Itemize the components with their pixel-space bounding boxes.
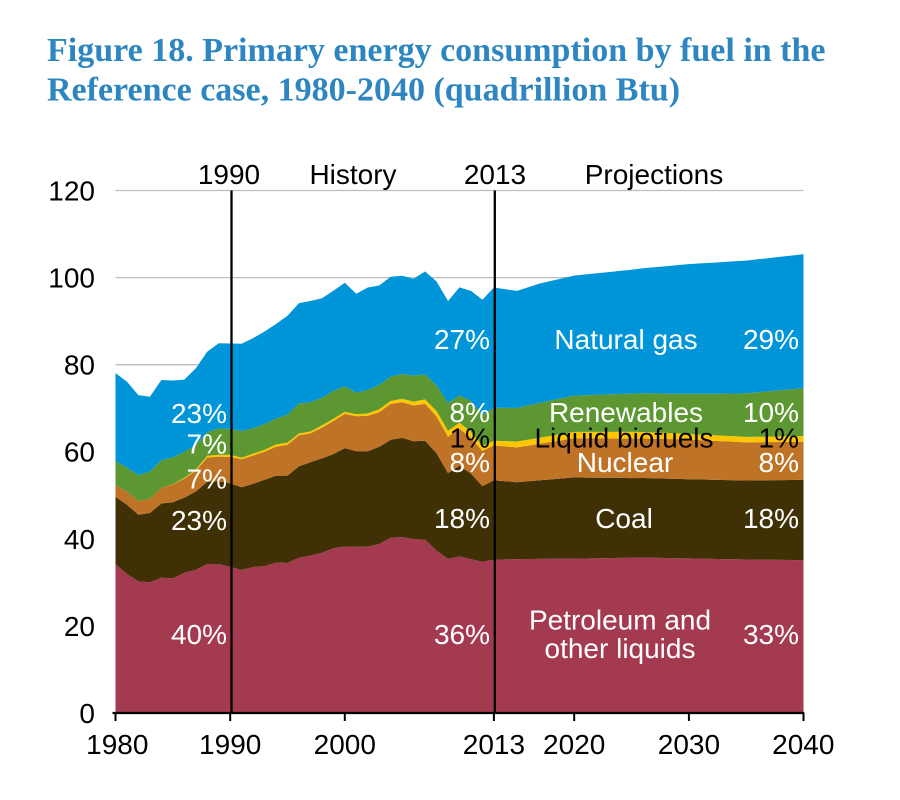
svg-text:20: 20 [64,611,95,642]
svg-text:History: History [309,159,396,190]
svg-text:1990: 1990 [198,159,260,190]
svg-text:7%: 7% [187,464,227,495]
svg-text:1%: 1% [759,423,799,454]
svg-text:other liquids: other liquids [545,633,696,664]
svg-text:7%: 7% [187,429,227,460]
svg-text:18%: 18% [434,503,490,534]
svg-text:120: 120 [48,176,95,207]
svg-text:2040: 2040 [772,729,834,760]
svg-text:80: 80 [64,350,95,381]
svg-text:2030: 2030 [658,729,720,760]
svg-text:Reference case, 1980-2040 (qua: Reference case, 1980-2040 (quadrillion B… [47,72,680,109]
svg-text:33%: 33% [743,619,799,650]
svg-text:Natural gas: Natural gas [554,324,697,355]
svg-text:100: 100 [48,263,95,294]
svg-text:23%: 23% [171,505,227,536]
svg-text:40%: 40% [171,619,227,650]
svg-text:2013: 2013 [464,159,526,190]
svg-text:36%: 36% [434,619,490,650]
svg-text:2000: 2000 [314,729,376,760]
svg-text:1%: 1% [450,423,490,454]
svg-text:1980: 1980 [86,729,148,760]
svg-text:40: 40 [64,524,95,555]
svg-text:60: 60 [64,437,95,468]
svg-text:Figure 18. Primary energy cons: Figure 18. Primary energy consumption by… [47,32,826,69]
svg-text:Petroleum and: Petroleum and [529,605,711,636]
svg-text:2013: 2013 [463,729,525,760]
svg-text:Coal: Coal [595,503,653,534]
svg-text:0: 0 [79,698,95,729]
svg-text:8%: 8% [759,447,799,478]
svg-text:Renewables: Renewables [549,397,703,428]
svg-text:27%: 27% [434,324,490,355]
svg-text:8%: 8% [450,447,490,478]
svg-text:Liquid biofuels: Liquid biofuels [534,423,713,454]
svg-text:29%: 29% [743,324,799,355]
svg-text:1990: 1990 [199,729,261,760]
svg-text:8%: 8% [450,397,490,428]
svg-text:Nuclear: Nuclear [577,447,673,478]
svg-text:18%: 18% [743,503,799,534]
svg-text:Projections: Projections [585,159,724,190]
svg-text:23%: 23% [171,398,227,429]
svg-text:10%: 10% [743,397,799,428]
svg-text:2020: 2020 [543,729,605,760]
